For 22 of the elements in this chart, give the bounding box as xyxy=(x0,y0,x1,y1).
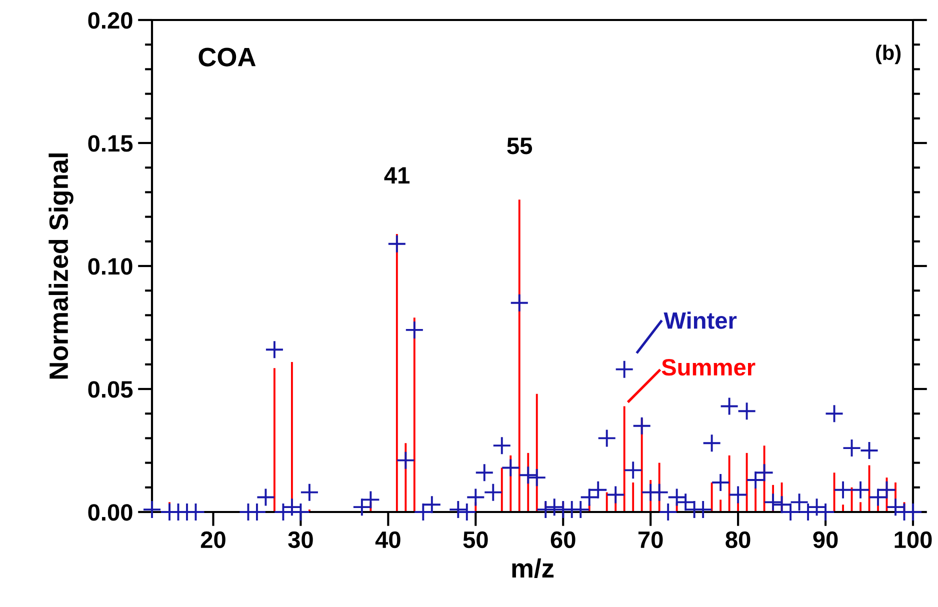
x-tick-label: 20 xyxy=(200,531,226,548)
y-tick-label: 0.00 xyxy=(88,504,132,521)
annotation: 55 xyxy=(507,138,532,154)
y-tick-label: 0.10 xyxy=(88,258,132,275)
x-tick-label: 70 xyxy=(638,531,663,548)
annotation: (b) xyxy=(876,44,901,64)
y-tick-label: 0.05 xyxy=(88,381,133,398)
x-tick-label: 50 xyxy=(463,531,488,548)
x-tick-label: 90 xyxy=(813,531,838,548)
annotation: COA xyxy=(198,48,256,66)
x-tick-label: 60 xyxy=(550,531,576,548)
series-label: Summer xyxy=(662,358,756,376)
legend-label: Winter xyxy=(664,312,737,329)
x-tick-label: 40 xyxy=(375,531,400,548)
x-tick-label: 100 xyxy=(894,531,932,548)
annotation: 41 xyxy=(384,167,410,184)
x-tick-label: 30 xyxy=(288,531,313,548)
x-axis-title: m/z xyxy=(512,558,554,578)
y-tick-label: 0.20 xyxy=(88,12,132,29)
y-axis-title: Normalized Signal xyxy=(48,153,74,379)
x-tick-label: 80 xyxy=(726,531,750,548)
y-tick-label: 0.15 xyxy=(88,135,133,152)
